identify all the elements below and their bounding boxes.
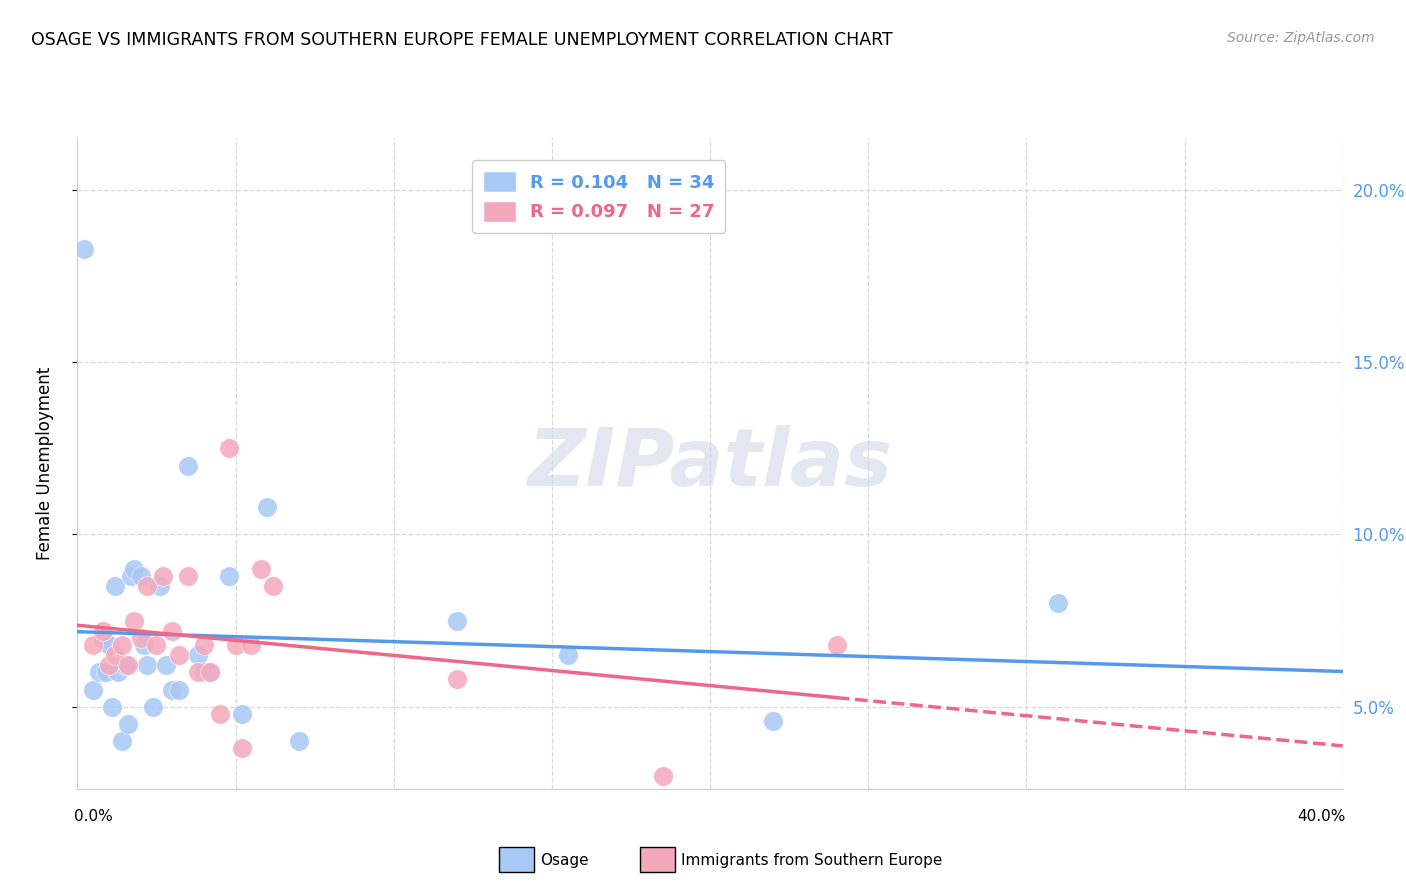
Point xyxy=(193,665,215,680)
Point xyxy=(162,682,183,697)
Y-axis label: Female Unemployment: Female Unemployment xyxy=(35,368,53,560)
Point xyxy=(256,500,278,514)
Point xyxy=(73,242,96,256)
Point xyxy=(177,458,200,473)
Point xyxy=(94,665,117,680)
Point xyxy=(187,648,209,662)
Point xyxy=(200,665,222,680)
Point xyxy=(89,665,111,680)
Point xyxy=(111,734,132,748)
Point xyxy=(177,569,200,583)
Point xyxy=(107,665,129,680)
Point xyxy=(263,579,285,593)
Point xyxy=(446,672,468,686)
Point xyxy=(111,638,132,652)
Point xyxy=(98,658,120,673)
Point xyxy=(193,638,215,652)
Point xyxy=(129,631,152,645)
Point xyxy=(1047,596,1070,610)
Point xyxy=(240,638,263,652)
Text: OSAGE VS IMMIGRANTS FROM SOUTHERN EUROPE FEMALE UNEMPLOYMENT CORRELATION CHART: OSAGE VS IMMIGRANTS FROM SOUTHERN EUROPE… xyxy=(31,31,893,49)
Point xyxy=(187,665,209,680)
Text: Source: ZipAtlas.com: Source: ZipAtlas.com xyxy=(1227,31,1375,45)
Text: Immigrants from Southern Europe: Immigrants from Southern Europe xyxy=(681,854,942,868)
Point xyxy=(208,706,231,721)
Text: 0.0%: 0.0% xyxy=(75,809,112,824)
Point xyxy=(124,562,146,576)
Text: ZIPatlas: ZIPatlas xyxy=(527,425,893,503)
Point xyxy=(136,579,159,593)
Point xyxy=(117,658,139,673)
Point xyxy=(120,569,142,583)
Point xyxy=(167,648,190,662)
Point xyxy=(104,648,127,662)
Point xyxy=(117,717,139,731)
Text: 40.0%: 40.0% xyxy=(1298,809,1346,824)
Point xyxy=(225,638,247,652)
Point xyxy=(91,624,114,638)
Point xyxy=(114,658,136,673)
Point xyxy=(231,706,253,721)
Point xyxy=(98,638,120,652)
Point xyxy=(155,658,177,673)
Point xyxy=(167,682,190,697)
Point xyxy=(557,648,579,662)
Point xyxy=(446,614,468,628)
Point xyxy=(218,442,240,456)
Point xyxy=(132,638,155,652)
Point xyxy=(145,638,167,652)
Point xyxy=(231,741,253,756)
Legend: R = 0.104   N = 34, R = 0.097   N = 27: R = 0.104 N = 34, R = 0.097 N = 27 xyxy=(472,161,725,233)
Point xyxy=(762,714,785,728)
Point xyxy=(142,699,165,714)
Point xyxy=(825,638,848,652)
Point xyxy=(152,569,174,583)
Point xyxy=(129,569,152,583)
Point xyxy=(101,699,124,714)
Point xyxy=(91,631,114,645)
Point xyxy=(288,734,311,748)
Point xyxy=(136,658,159,673)
Point xyxy=(82,638,104,652)
Point xyxy=(651,769,673,783)
Point xyxy=(104,579,127,593)
Point xyxy=(218,569,240,583)
Point xyxy=(124,614,146,628)
Point xyxy=(149,579,172,593)
Point xyxy=(250,562,273,576)
Point xyxy=(82,682,104,697)
Text: Osage: Osage xyxy=(540,854,589,868)
Point xyxy=(162,624,183,638)
Point xyxy=(200,665,222,680)
